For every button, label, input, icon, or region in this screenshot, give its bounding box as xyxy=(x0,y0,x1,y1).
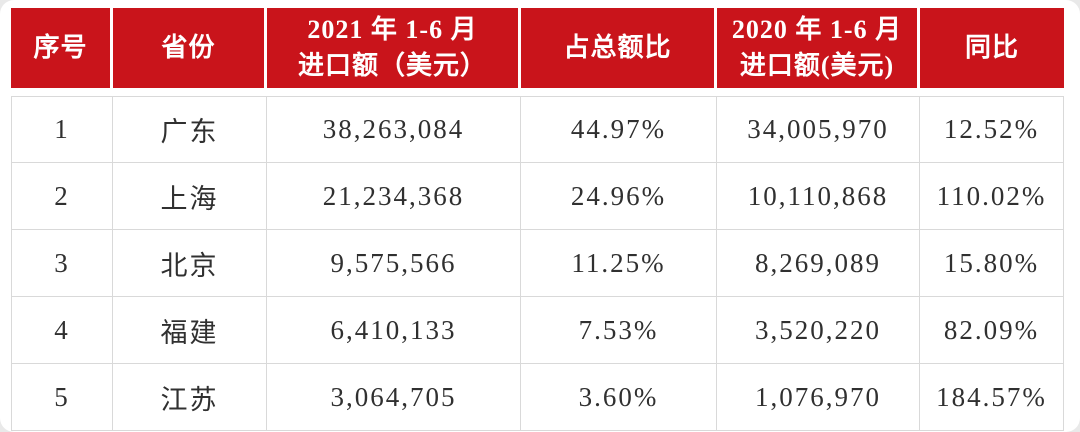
cell-index: 1 xyxy=(11,96,113,163)
cell-import_2021: 3,064,705 xyxy=(267,364,521,431)
cell-import_2020: 3,520,220 xyxy=(717,297,920,364)
table-row: 5 江苏 3,064,705 3.60% 1,076,970 184.57% xyxy=(11,364,1064,431)
header-label-line2: 进口额（美元） xyxy=(297,51,487,80)
cell-share: 11.25% xyxy=(521,230,717,297)
table-row: 1 广东 38,263,084 44.97% 34,005,970 12.52% xyxy=(11,96,1064,163)
header-label: 序号 xyxy=(33,33,88,62)
table-row: 4 福建 6,410,133 7.53% 3,520,220 82.09% xyxy=(11,297,1064,364)
cell-index: 2 xyxy=(11,163,113,230)
cell-province: 江苏 xyxy=(113,364,267,431)
cell-index: 3 xyxy=(11,230,113,297)
header-label-line1: 2021 年 1-6 月 xyxy=(307,15,478,44)
import-table: 序号 省份 2021 年 1-6 月 进口额（美元） 占总额比 2020 年 1… xyxy=(11,8,1064,431)
table-row: 2 上海 21,234,368 24.96% 10,110,868 110.02% xyxy=(11,163,1064,230)
header-label: 省份 xyxy=(161,33,216,62)
cell-import_2021: 9,575,566 xyxy=(267,230,521,297)
header-cell-import-2021: 2021 年 1-6 月 进口额（美元） xyxy=(267,8,521,88)
cell-yoy: 184.57% xyxy=(920,364,1064,431)
cell-import_2021: 38,263,084 xyxy=(267,96,521,163)
cell-import_2020: 34,005,970 xyxy=(717,96,920,163)
cell-province: 上海 xyxy=(113,163,267,230)
cell-import_2021: 21,234,368 xyxy=(267,163,521,230)
header-label-line2: 进口额(美元) xyxy=(739,51,895,80)
cell-share: 24.96% xyxy=(521,163,717,230)
cell-import_2020: 1,076,970 xyxy=(717,364,920,431)
cell-import_2020: 10,110,868 xyxy=(717,163,920,230)
cell-import_2020: 8,269,089 xyxy=(717,230,920,297)
header-label-line1: 2020 年 1-6 月 xyxy=(731,15,903,44)
cell-share: 7.53% xyxy=(521,297,717,364)
cell-province: 北京 xyxy=(113,230,267,297)
cell-share: 3.60% xyxy=(521,364,717,431)
header-cell-index: 序号 xyxy=(11,8,113,88)
cell-index: 4 xyxy=(11,297,113,364)
header-label: 占总额比 xyxy=(563,33,672,62)
header-label: 同比 xyxy=(964,33,1019,62)
cell-share: 44.97% xyxy=(521,96,717,163)
cell-yoy: 15.80% xyxy=(920,230,1064,297)
cell-yoy: 82.09% xyxy=(920,297,1064,364)
cell-yoy: 12.52% xyxy=(920,96,1064,163)
cell-province: 广东 xyxy=(113,96,267,163)
cell-yoy: 110.02% xyxy=(920,163,1064,230)
table-header: 序号 省份 2021 年 1-6 月 进口额（美元） 占总额比 2020 年 1… xyxy=(11,8,1064,88)
cell-index: 5 xyxy=(11,364,113,431)
cell-province: 福建 xyxy=(113,297,267,364)
header-cell-province: 省份 xyxy=(113,8,267,88)
table-row: 3 北京 9,575,566 11.25% 8,269,089 15.80% xyxy=(11,230,1064,297)
header-cell-share: 占总额比 xyxy=(521,8,717,88)
header-cell-yoy: 同比 xyxy=(920,8,1064,88)
header-row: 序号 省份 2021 年 1-6 月 进口额（美元） 占总额比 2020 年 1… xyxy=(11,8,1064,88)
header-cell-import-2020: 2020 年 1-6 月 进口额(美元) xyxy=(717,8,920,88)
cell-import_2021: 6,410,133 xyxy=(267,297,521,364)
table-body: 1 广东 38,263,084 44.97% 34,005,970 12.52% 2 上海 21… xyxy=(11,96,1064,431)
